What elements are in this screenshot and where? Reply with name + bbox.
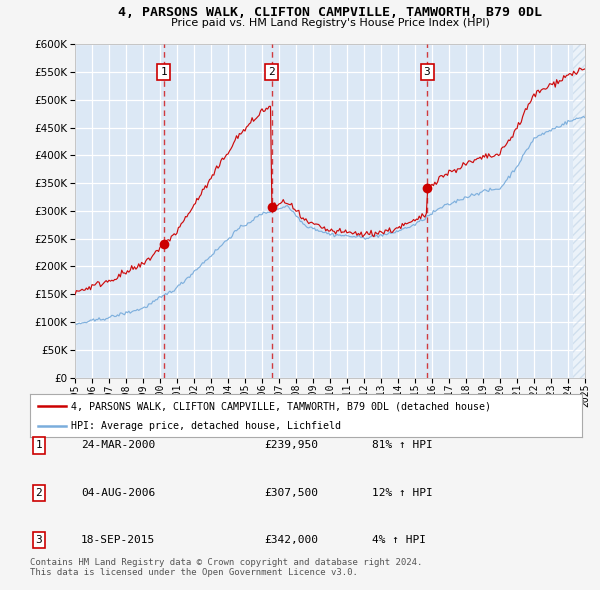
Text: £342,000: £342,000 [264,535,318,545]
Text: 3: 3 [424,67,430,77]
Text: HPI: Average price, detached house, Lichfield: HPI: Average price, detached house, Lich… [71,421,341,431]
Text: 2: 2 [268,67,275,77]
Text: 04-AUG-2006: 04-AUG-2006 [81,488,155,497]
Text: Contains HM Land Registry data © Crown copyright and database right 2024.
This d: Contains HM Land Registry data © Crown c… [30,558,422,577]
Text: £239,950: £239,950 [264,441,318,450]
Text: 18-SEP-2015: 18-SEP-2015 [81,535,155,545]
Text: 1: 1 [35,441,43,450]
Text: 1: 1 [160,67,167,77]
Text: 4, PARSONS WALK, CLIFTON CAMPVILLE, TAMWORTH, B79 0DL: 4, PARSONS WALK, CLIFTON CAMPVILLE, TAMW… [118,6,542,19]
Text: 4% ↑ HPI: 4% ↑ HPI [372,535,426,545]
Text: 2: 2 [35,488,43,497]
Text: 3: 3 [35,535,43,545]
Text: 81% ↑ HPI: 81% ↑ HPI [372,441,433,450]
Text: £307,500: £307,500 [264,488,318,497]
Text: 4, PARSONS WALK, CLIFTON CAMPVILLE, TAMWORTH, B79 0DL (detached house): 4, PARSONS WALK, CLIFTON CAMPVILLE, TAMW… [71,401,491,411]
Text: 24-MAR-2000: 24-MAR-2000 [81,441,155,450]
Text: 12% ↑ HPI: 12% ↑ HPI [372,488,433,497]
Text: Price paid vs. HM Land Registry's House Price Index (HPI): Price paid vs. HM Land Registry's House … [170,18,490,28]
